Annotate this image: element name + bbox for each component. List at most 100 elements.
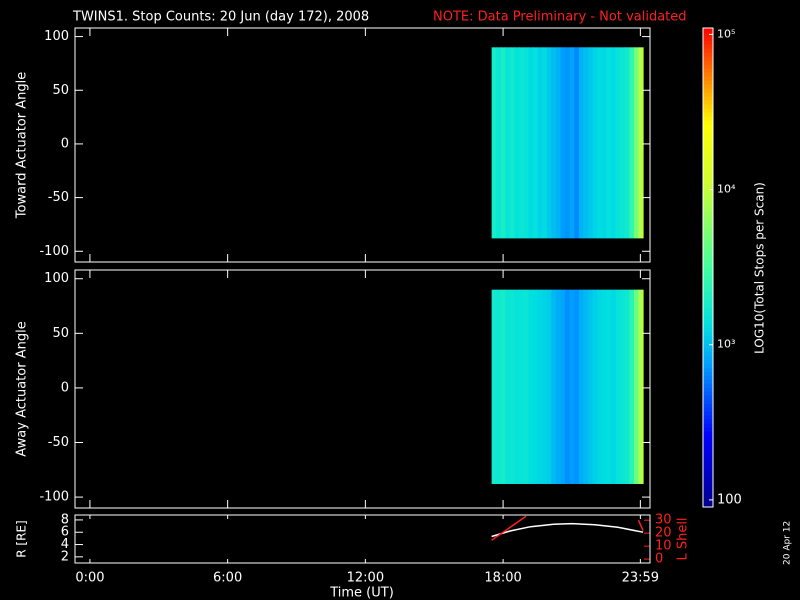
colorbar-frame — [702, 27, 714, 508]
heat-cell — [523, 289, 529, 484]
colorbar-segment — [703, 375, 713, 380]
heat-cell — [633, 289, 640, 484]
colorbar-segment — [703, 379, 713, 384]
colorbar-segment — [703, 199, 713, 205]
y-tick-label: 2 — [61, 549, 69, 564]
colorbar-tick-label: 10⁵ — [717, 27, 735, 40]
colorbar-segment — [703, 179, 713, 185]
colorbar-segment — [703, 231, 713, 237]
heat-cell — [574, 47, 580, 239]
colorbar-segment — [703, 491, 713, 496]
y-tick-label: 50 — [52, 326, 69, 341]
colorbar-segment — [703, 191, 713, 197]
colorbar-segment — [703, 299, 713, 305]
heat-cell — [532, 289, 539, 484]
colorbar-segment — [703, 487, 713, 492]
colorbar-segment — [703, 259, 713, 265]
heat-cell — [610, 289, 617, 484]
heat-cell — [578, 289, 584, 484]
heat-cell — [615, 289, 621, 484]
colorbar-segment — [703, 483, 713, 488]
x-tick-label: 6:00 — [213, 571, 242, 586]
heat-cell — [601, 289, 607, 484]
colorbar-segment — [703, 51, 713, 57]
y-tick-label: 100 — [44, 29, 69, 44]
heat-cell — [583, 47, 589, 239]
y-tick-label: -100 — [39, 490, 69, 505]
colorbar-segment — [703, 139, 713, 145]
colorbar-segment — [703, 55, 713, 61]
colorbar-segment — [703, 223, 713, 229]
colorbar-segment — [703, 123, 713, 129]
colorbar-segment — [703, 463, 713, 468]
panel-frame — [74, 27, 651, 263]
colorbar-segment — [703, 171, 713, 177]
heat-cell — [588, 289, 594, 484]
colorbar-segment — [703, 315, 713, 320]
heat-cell — [629, 47, 635, 239]
y-tick-label: 4 — [61, 537, 69, 552]
y2-tick-label: 20 — [655, 526, 672, 541]
colorbar-segment — [703, 339, 713, 344]
heat-cell — [633, 47, 640, 239]
colorbar-segment — [703, 151, 713, 157]
colorbar-segment — [703, 363, 713, 368]
colorbar-segment — [703, 59, 713, 65]
panel-frame — [74, 269, 651, 509]
heat-cell — [578, 47, 584, 239]
y-tick-label: -50 — [48, 435, 69, 450]
x-tick-label: 18:00 — [484, 571, 521, 586]
colorbar-segment — [703, 43, 713, 49]
colorbar-segment — [703, 351, 713, 356]
heat-cell — [601, 47, 607, 239]
colorbar-segment — [703, 159, 713, 165]
panel-frame — [74, 514, 651, 564]
heat-cell — [523, 47, 529, 239]
colorbar-segment — [703, 167, 713, 173]
colorbar-segment — [703, 183, 713, 189]
y-tick-label: 100 — [44, 271, 69, 286]
colorbar-segment — [703, 99, 713, 105]
colorbar-label: LOG10(Total Stops per Scan) — [753, 182, 767, 354]
colorbar-segment — [703, 143, 713, 149]
colorbar-segment — [703, 311, 713, 316]
y-tick-label: -100 — [39, 244, 69, 259]
colorbar-segment — [703, 75, 713, 81]
colorbar-segment — [703, 87, 713, 93]
colorbar-segment — [703, 103, 713, 109]
heat-cell — [537, 289, 543, 484]
colorbar-tick-label: 10⁴ — [717, 183, 736, 196]
heat-cell — [638, 47, 644, 239]
colorbar-segment — [703, 31, 713, 37]
colorbar-segment — [703, 411, 713, 416]
colorbar-segment — [703, 367, 713, 372]
colorbar-segment — [703, 395, 713, 400]
colorbar-segment — [703, 235, 713, 241]
colorbar-segment — [703, 187, 713, 193]
colorbar-segment — [703, 287, 713, 293]
heat-cell — [555, 47, 561, 239]
colorbar-segment — [703, 503, 713, 508]
heat-cell — [560, 289, 566, 484]
lines — [491, 515, 644, 541]
colorbar-segment — [703, 267, 713, 273]
colorbar-segment — [703, 335, 713, 340]
colorbar-segment — [703, 427, 713, 432]
colorbar-segment — [703, 115, 713, 121]
series-line — [491, 522, 644, 538]
heat-cell — [496, 289, 502, 484]
colorbar-segment — [703, 91, 713, 97]
colorbar-segment — [703, 387, 713, 392]
colorbar-segment — [703, 307, 713, 313]
colorbar-segment — [703, 135, 713, 141]
colorbar-segment — [703, 291, 713, 297]
heat-cell — [588, 47, 594, 239]
y-tick-label: 0 — [61, 380, 69, 395]
heat-cell — [546, 289, 552, 484]
colorbar-segment — [703, 67, 713, 73]
heat-cell — [629, 289, 635, 484]
heat-cell — [519, 47, 525, 239]
colorbar-segment — [703, 243, 713, 249]
colorbar: 10⁵ 10⁴ 10³ 100 — [702, 27, 742, 508]
